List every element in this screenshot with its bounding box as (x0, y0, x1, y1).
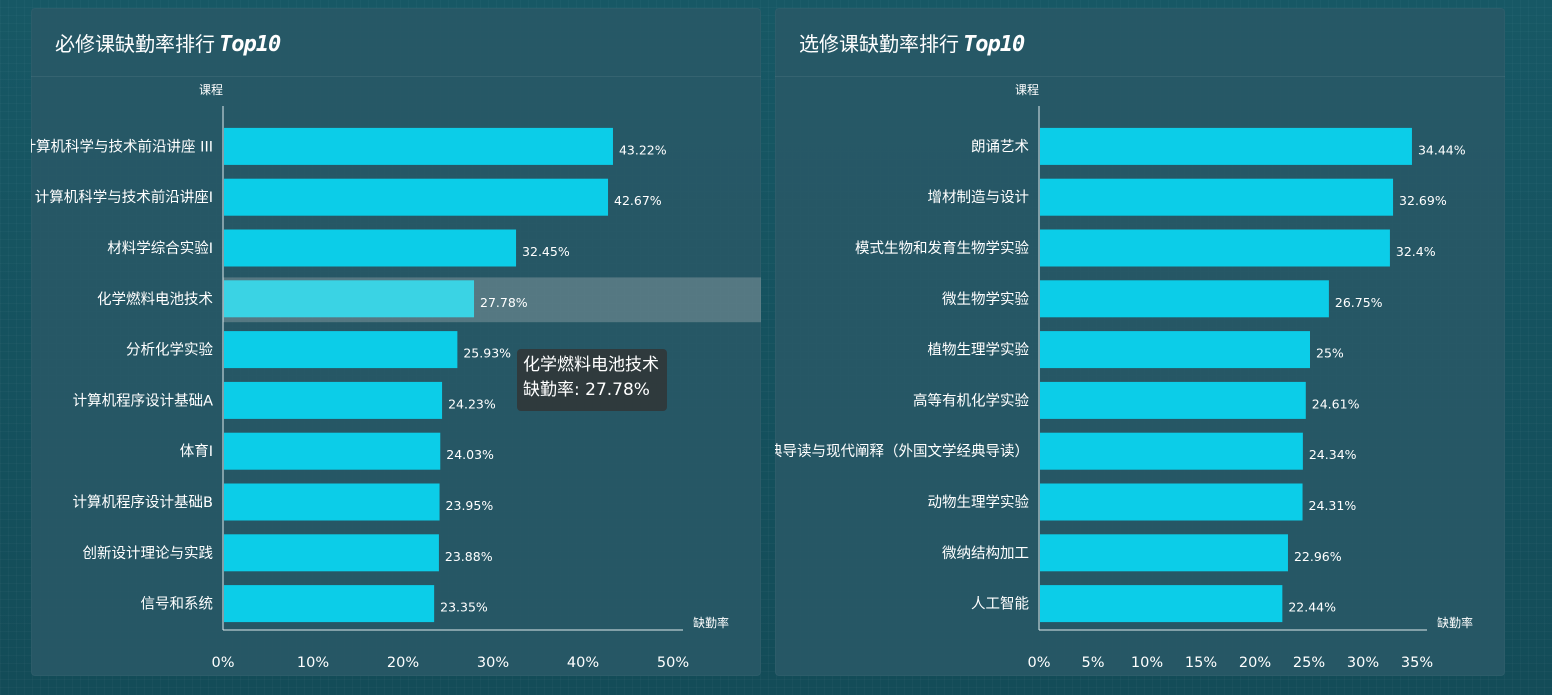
x-tick-label: 30% (1347, 655, 1379, 671)
bar (1040, 179, 1393, 216)
bar (1040, 534, 1288, 571)
x-tick-label: 5% (1081, 655, 1104, 671)
bar-value-label: 23.35% (440, 600, 488, 615)
tooltip-course: 化学燃料电池技术 (523, 353, 661, 378)
x-tick-label: 0% (1027, 655, 1050, 671)
x-tick-label: 20% (387, 655, 419, 671)
x-tick-label: 50% (657, 655, 689, 671)
bar (1040, 280, 1329, 317)
elective-course-bar-chart: 课程 34.44% 朗诵艺术 32.69% 增材制造与设计 32.4% 模式生物和发育生物学… (775, 8, 1505, 676)
bar (1040, 331, 1310, 368)
bar (1040, 484, 1303, 521)
category-label: 模式生物和发育生物学实验 (855, 240, 1029, 257)
category-label: 计算机程序设计基础B (73, 494, 213, 511)
category-label: 增材制造与设计 (928, 189, 1030, 206)
y-axis-title: 课程 (1015, 82, 1039, 97)
category-label: 材料学综合实验I (107, 240, 213, 257)
bar-value-label: 42.67% (614, 193, 662, 208)
bar-value-label: 25% (1316, 346, 1344, 361)
category-label: 微生物学实验 (942, 291, 1029, 308)
bar-value-label: 24.23% (448, 396, 496, 411)
x-tick-label: 40% (567, 655, 599, 671)
bar-value-label: 22.44% (1288, 600, 1336, 615)
category-label: 分析化学实验 (126, 342, 213, 359)
bar (1040, 585, 1282, 622)
category-label: 经典导读与现代阐释（外国文学经典导读） (775, 443, 1029, 460)
category-label: 体育I (180, 443, 213, 460)
category-label: 化学燃料电池技术 (97, 290, 213, 308)
x-tick-label: 10% (1131, 655, 1163, 671)
x-tick-label: 25% (1293, 655, 1325, 671)
bar-value-label: 23.88% (445, 549, 493, 564)
bar (224, 534, 439, 571)
category-label: 计算机科学与技术前沿讲座 III (31, 138, 213, 155)
elective-course-panel: 选修课缺勤率排行 Top10 课程 34.44% 朗诵艺术 32.69% 增材制造与设计 3… (775, 8, 1505, 676)
bar (1040, 230, 1390, 267)
x-axis-title: 缺勤率 (1437, 615, 1473, 630)
required-course-bar-chart: 课程 43.22% 计算机科学与技术前沿讲座 III 42.67% 计算机科学与技术前沿… (31, 8, 761, 676)
bar (1040, 128, 1412, 165)
bar-value-label: 24.03% (446, 447, 494, 462)
x-tick-label: 10% (297, 655, 329, 671)
bar (1040, 433, 1303, 470)
x-tick-label: 15% (1185, 655, 1217, 671)
bar (224, 280, 474, 317)
x-tick-label: 35% (1401, 655, 1433, 671)
category-label: 计算机科学与技术前沿讲座I (35, 189, 213, 206)
bar (1040, 382, 1306, 419)
category-label: 动物生理学实验 (928, 494, 1030, 511)
bar-value-label: 32.69% (1399, 193, 1447, 208)
bar-value-label: 27.78% (480, 295, 528, 310)
bar-value-label: 32.4% (1396, 244, 1436, 259)
required-course-panel: 必修课缺勤率排行 Top10 课程 43.22% 计算机科学与技术前沿讲座 III 42… (31, 8, 761, 676)
category-label: 高等有机化学实验 (913, 391, 1029, 409)
bar-value-label: 32.45% (522, 244, 570, 259)
bar-value-label: 24.61% (1312, 396, 1360, 411)
x-tick-label: 0% (211, 655, 234, 671)
chart-tooltip: 化学燃料电池技术 缺勤率: 27.78% (517, 349, 667, 411)
bar-value-label: 24.34% (1309, 447, 1357, 462)
bar (224, 433, 440, 470)
bar-value-label: 26.75% (1335, 295, 1383, 310)
bar (224, 484, 440, 521)
bar (224, 230, 516, 267)
y-axis-title: 课程 (199, 82, 223, 97)
x-tick-label: 20% (1239, 655, 1271, 671)
category-label: 信号和系统 (141, 596, 214, 613)
category-label: 朗诵艺术 (971, 138, 1029, 155)
bar-value-label: 22.96% (1294, 549, 1342, 564)
bar-value-label: 24.31% (1309, 498, 1357, 513)
category-label: 人工智能 (971, 596, 1029, 613)
bar (224, 331, 457, 368)
bar-value-label: 25.93% (463, 346, 511, 361)
bar (224, 585, 434, 622)
bar (224, 382, 442, 419)
x-tick-label: 30% (477, 655, 509, 671)
bar (224, 179, 608, 216)
bar-value-label: 23.95% (446, 498, 494, 513)
bar-value-label: 34.44% (1418, 142, 1466, 157)
category-label: 微纳结构加工 (942, 545, 1029, 562)
category-label: 创新设计理论与实践 (83, 545, 214, 562)
bar-value-label: 43.22% (619, 142, 667, 157)
x-axis-title: 缺勤率 (693, 615, 729, 630)
category-label: 植物生理学实验 (928, 342, 1030, 359)
tooltip-value: 缺勤率: 27.78% (523, 378, 661, 403)
bar (224, 128, 613, 165)
category-label: 计算机程序设计基础A (73, 392, 213, 409)
